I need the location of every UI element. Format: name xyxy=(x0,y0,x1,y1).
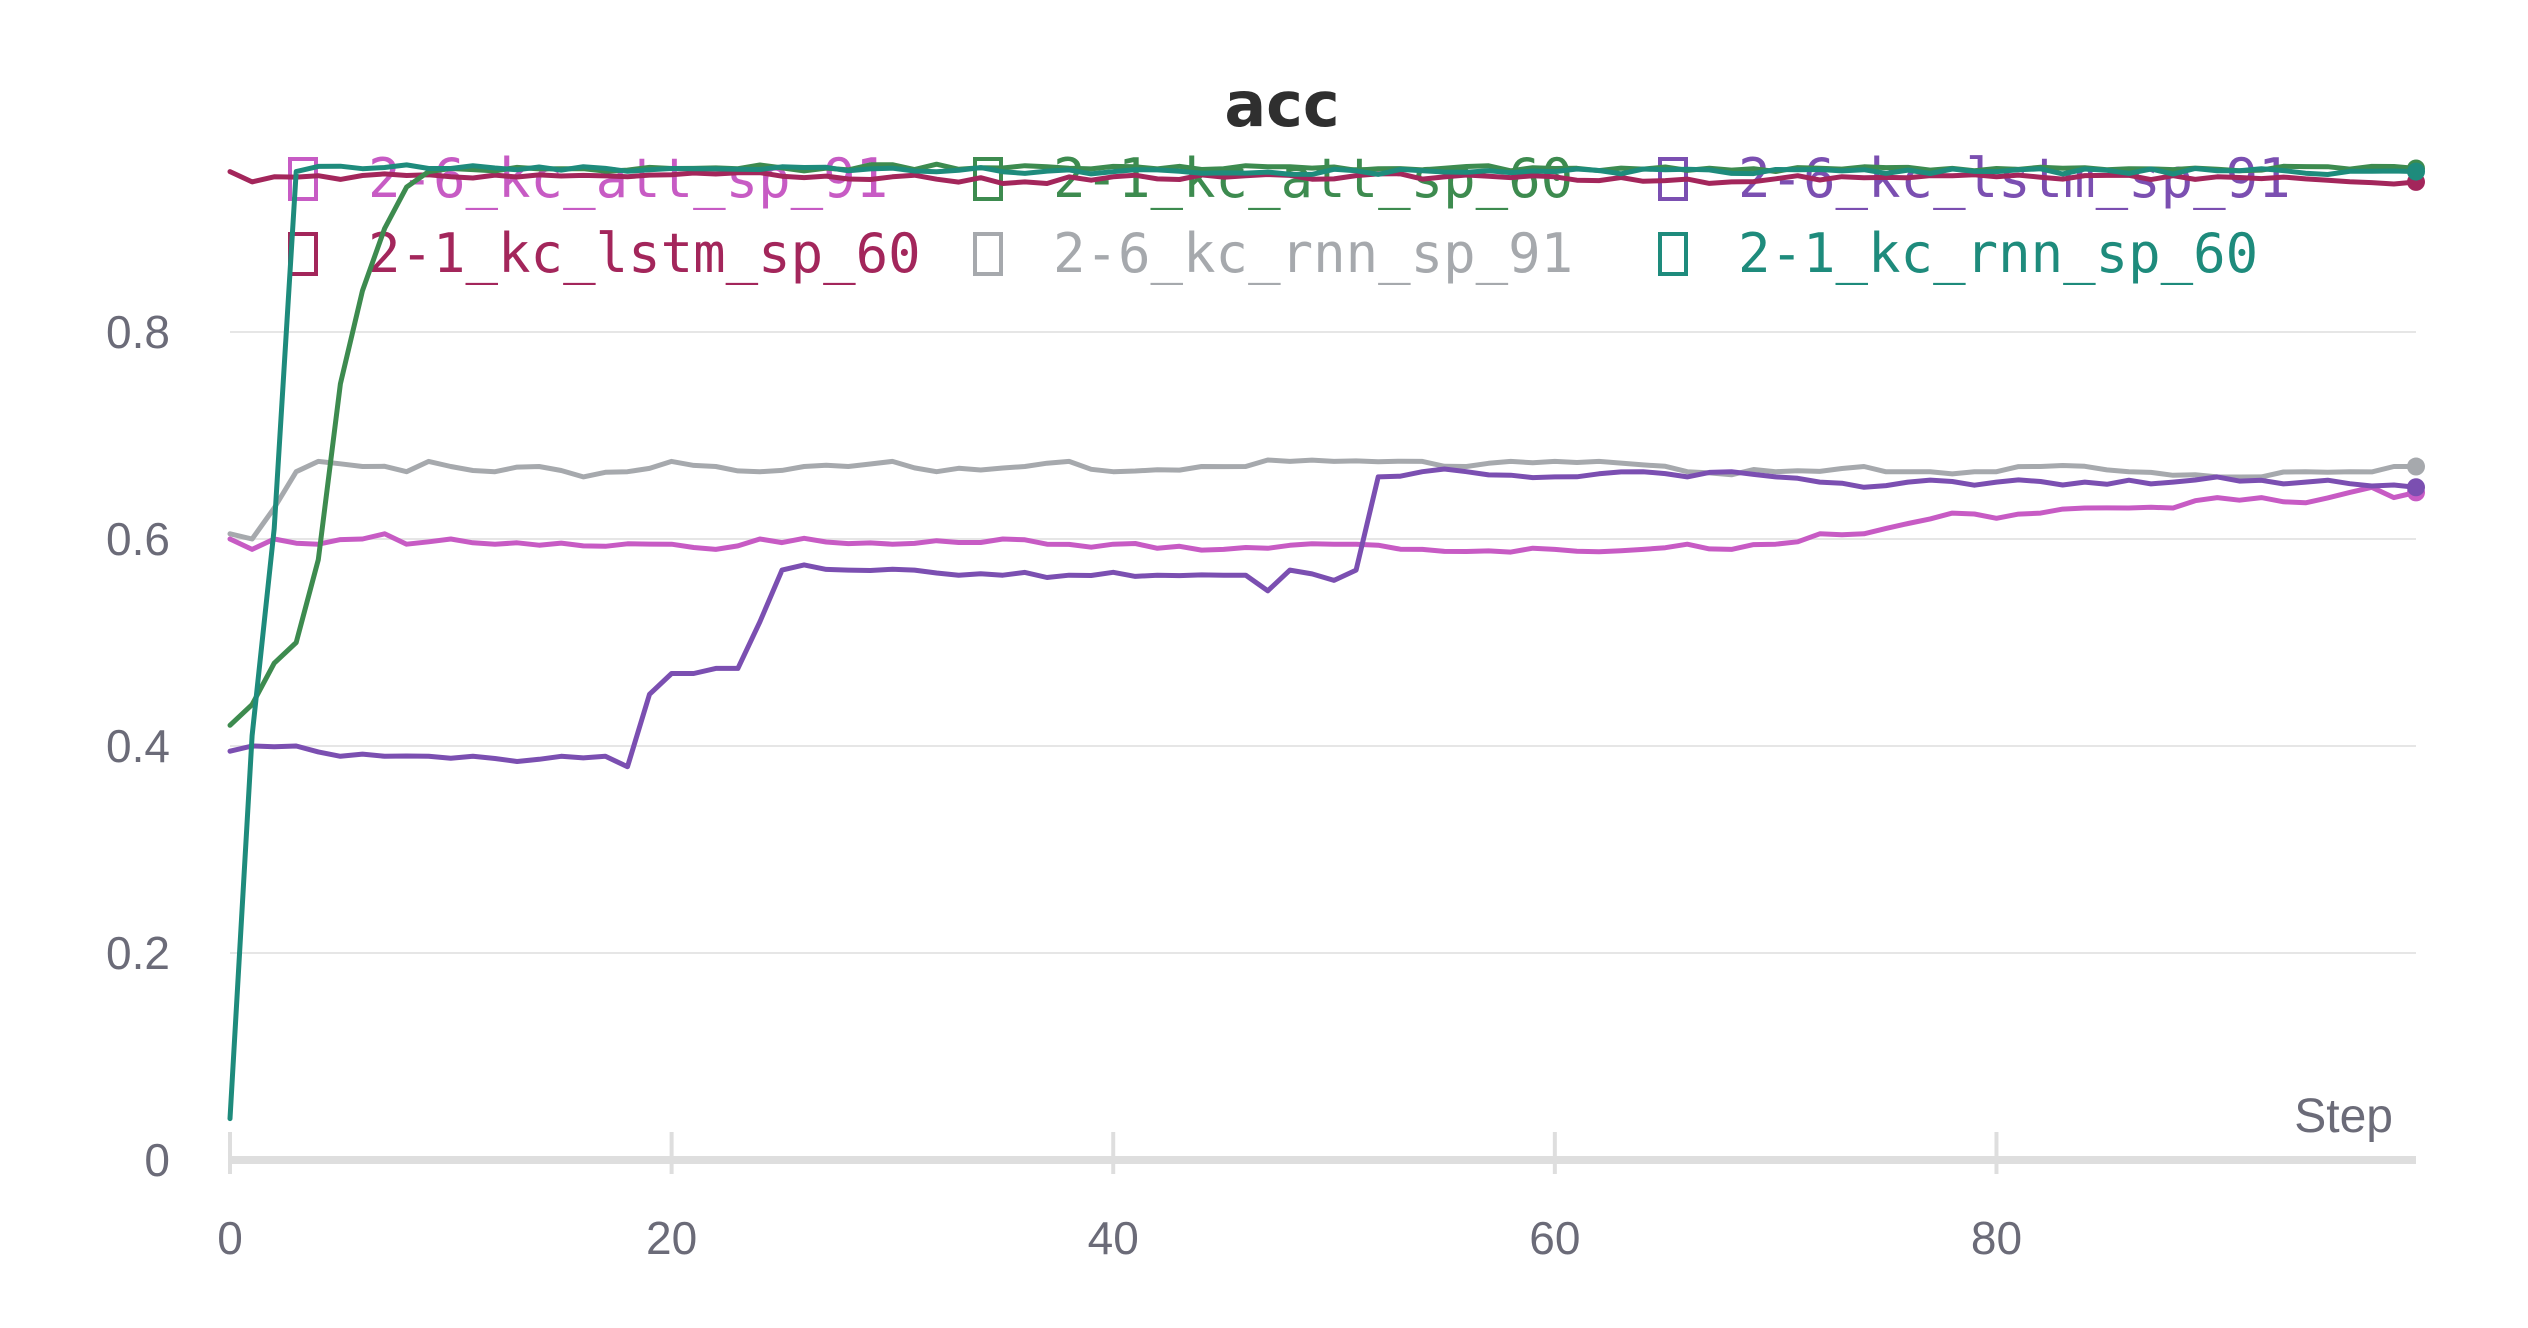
axes: 0 0.2 0.4 0.6 0.8 0 20 40 60 80 xyxy=(106,306,2416,1264)
x-tick-label: 80 xyxy=(1971,1212,2022,1264)
series-line-2-6_kc_lstm_sp_91[interactable] xyxy=(227,466,2419,770)
chart-title: acc xyxy=(1224,68,1339,141)
series-line-2-6_kc_att_sp_91[interactable] xyxy=(227,484,2419,555)
series-line-2-1_kc_rnn_sp_60[interactable] xyxy=(227,162,2419,1122)
series-endpoints xyxy=(2407,159,2425,502)
x-tick-label: 60 xyxy=(1529,1212,1580,1264)
series-endpoint-2-6_kc_rnn_sp_91[interactable] xyxy=(2407,457,2425,476)
y-tick-label: 0.8 xyxy=(106,306,170,358)
x-tick-label: 0 xyxy=(217,1212,243,1264)
y-tick-label: 0.4 xyxy=(106,720,170,772)
x-tick-label: 20 xyxy=(646,1212,697,1264)
legend-swatch[interactable] xyxy=(1658,232,1688,276)
series-line-2-1_kc_lstm_sp_60[interactable] xyxy=(227,169,2419,187)
series-line-2-6_kc_rnn_sp_91[interactable] xyxy=(227,457,2419,542)
legend-entry[interactable]: 2-1_kc_lstm_sp_60 xyxy=(368,222,921,285)
legend-entry[interactable]: 2-6_kc_rnn_sp_91 xyxy=(1053,222,1573,285)
legend-swatch[interactable] xyxy=(973,232,1003,276)
x-axis-label: Step xyxy=(2294,1090,2393,1143)
x-tick-label: 40 xyxy=(1088,1212,1139,1264)
legend-entry[interactable]: 2-1_kc_rnn_sp_60 xyxy=(1738,222,2258,285)
y-tick-label: 0.2 xyxy=(106,927,170,979)
gridlines xyxy=(230,331,2416,954)
y-tick-label: 0 xyxy=(144,1134,170,1186)
series-endpoint-2-6_kc_lstm_sp_91[interactable] xyxy=(2407,478,2425,497)
series-endpoint-2-1_kc_rnn_sp_60[interactable] xyxy=(2407,162,2425,181)
y-tick-label: 0.6 xyxy=(106,513,170,565)
series-lines xyxy=(227,161,2419,1122)
